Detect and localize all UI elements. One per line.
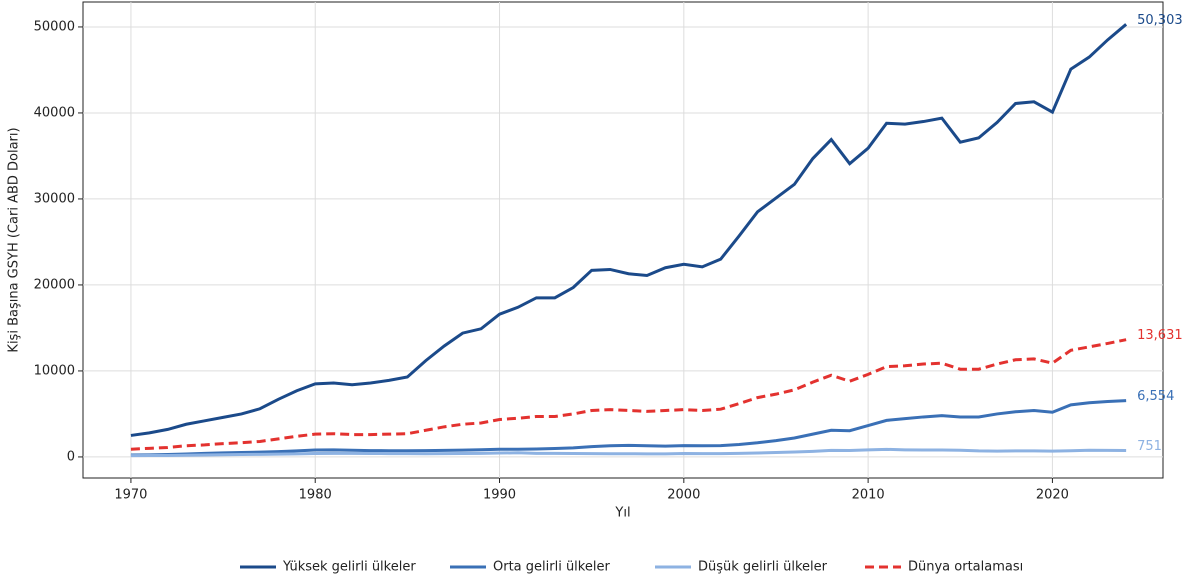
end-label: 751	[1137, 439, 1162, 454]
x-tick-label: 2020	[1036, 488, 1069, 503]
end-label: 50,303	[1137, 13, 1183, 28]
y-tick-label: 20000	[34, 277, 75, 292]
legend-label: Düşük gelirli ülkeler	[698, 560, 828, 575]
y-tick-label: 30000	[34, 191, 75, 206]
x-tick-label: 2010	[852, 488, 885, 503]
legend-label: Orta gelirli ülkeler	[493, 560, 610, 575]
x-axis-label: Yıl	[614, 506, 630, 521]
series-line	[130, 23, 1128, 437]
plot-frame	[82, 1, 1164, 479]
x-tick-label: 1970	[114, 488, 147, 503]
y-axis-label: Kişi Başına GSYH (Cari ABD Doları)	[7, 127, 22, 352]
end-label: 6,554	[1137, 389, 1174, 404]
series-line	[130, 399, 1127, 457]
series-line	[130, 447, 1127, 458]
legend-label: Yüksek gelirli ülkeler	[282, 560, 416, 575]
y-tick-label: 0	[67, 449, 75, 464]
y-tick-label: 40000	[34, 105, 75, 120]
x-tick-label: 1980	[299, 488, 332, 503]
x-tick-label: 1990	[483, 488, 516, 503]
y-tick-label: 10000	[34, 363, 75, 378]
x-tick-label: 2000	[667, 488, 700, 503]
series-line	[130, 338, 1127, 451]
end-label: 13,631	[1137, 328, 1183, 343]
legend-label: Dünya ortalaması	[908, 560, 1023, 575]
y-tick-label: 50000	[34, 19, 75, 34]
